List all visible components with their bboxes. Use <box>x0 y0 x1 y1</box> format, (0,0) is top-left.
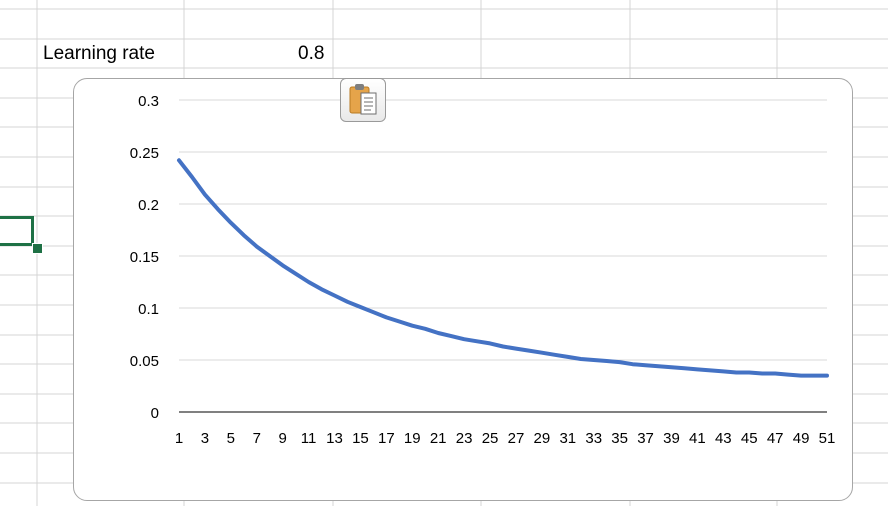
learning-rate-label-cell[interactable]: Learning rate <box>43 43 155 64</box>
x-tick-label: 29 <box>534 430 551 447</box>
x-tick-label: 15 <box>352 430 369 447</box>
x-tick-label: 47 <box>767 430 784 447</box>
y-tick-label: 0.15 <box>130 249 159 266</box>
x-tick-label: 27 <box>508 430 525 447</box>
x-tick-label: 21 <box>430 430 447 447</box>
x-tick-label: 17 <box>378 430 395 447</box>
x-tick-label: 39 <box>663 430 680 447</box>
paste-options-button[interactable] <box>340 78 386 122</box>
x-tick-label: 9 <box>279 430 287 447</box>
x-tick-label: 43 <box>715 430 732 447</box>
x-tick-label: 25 <box>482 430 499 447</box>
x-tick-label: 11 <box>301 430 317 447</box>
active-cell-selection[interactable] <box>0 216 34 246</box>
learning-rate-value-cell[interactable]: 0.8 <box>298 43 325 64</box>
x-tick-label: 5 <box>227 430 235 447</box>
y-tick-label: 0.1 <box>138 301 159 318</box>
x-tick-label: 13 <box>326 430 343 447</box>
x-tick-label: 45 <box>741 430 758 447</box>
line-chart[interactable]: 0 0.05 0.1 0.15 0.2 0.25 0.3 1 3 5 7 9 11 13 15 17 19 21 2… <box>73 78 853 501</box>
y-tick-label: 0.3 <box>138 93 159 110</box>
x-tick-label: 41 <box>689 430 706 447</box>
y-tick-label: 0.25 <box>130 145 159 162</box>
x-tick-label: 19 <box>404 430 421 447</box>
x-tick-label: 23 <box>456 430 473 447</box>
clipboard-icon <box>349 84 377 115</box>
y-tick-label: 0 <box>151 405 159 422</box>
fill-handle[interactable] <box>32 243 43 254</box>
x-tick-label: 31 <box>559 430 576 447</box>
x-tick-label: 37 <box>637 430 654 447</box>
x-tick-label: 1 <box>175 430 183 447</box>
x-tick-label: 3 <box>201 430 209 447</box>
x-tick-label: 35 <box>611 430 628 447</box>
y-tick-label: 0.05 <box>130 353 159 370</box>
chart-plot: 00.050.10.150.20.250.31 3 5 7 9 11 13 15 17 19 21 2… <box>130 93 836 447</box>
x-tick-label: 49 <box>793 430 810 447</box>
x-tick-label: 33 <box>585 430 602 447</box>
x-tick-label: 7 <box>253 430 261 447</box>
x-tick-label: 51 <box>819 430 836 447</box>
series-line[interactable] <box>177 158 829 378</box>
y-tick-label: 0.2 <box>138 197 159 214</box>
